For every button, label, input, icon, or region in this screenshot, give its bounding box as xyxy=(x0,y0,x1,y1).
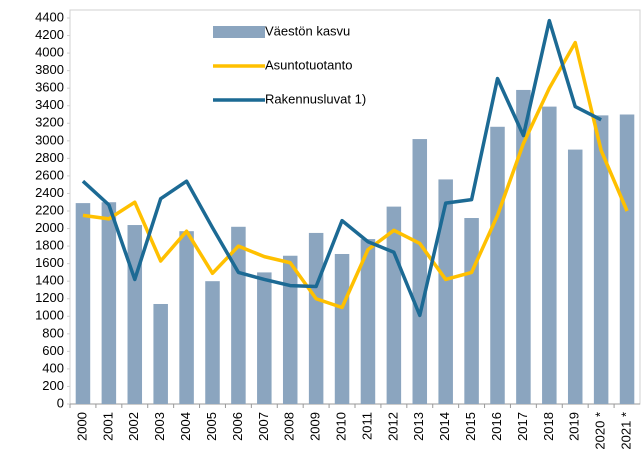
bar xyxy=(127,225,143,404)
bar xyxy=(205,281,220,404)
x-tick-label: 2015 xyxy=(463,412,478,441)
bar xyxy=(231,226,246,404)
y-tick-label: 200 xyxy=(42,378,64,393)
x-tick-label: 2011 xyxy=(359,412,374,440)
x-tick-label: 2019 xyxy=(567,412,582,441)
y-tick-label: 2000 xyxy=(35,220,64,235)
x-tick-label: 2002 xyxy=(126,412,141,441)
y-tick-label: 1800 xyxy=(35,238,64,253)
bar xyxy=(179,231,194,404)
bar xyxy=(153,303,168,404)
bar xyxy=(542,106,557,404)
y-tick-label: 400 xyxy=(42,360,64,375)
y-tick-label: 1200 xyxy=(35,290,64,305)
x-tick-label: 2010 xyxy=(333,412,348,441)
y-tick-label: 600 xyxy=(42,343,64,358)
bar xyxy=(282,255,298,404)
bar xyxy=(386,206,402,404)
x-tick-label: 2000 xyxy=(74,412,89,441)
x-tick-label: 2012 xyxy=(385,412,400,441)
x-tick-label: 2013 xyxy=(411,412,426,441)
bar xyxy=(360,239,376,404)
x-tick-label: 2003 xyxy=(152,412,167,441)
x-tick-label: 2009 xyxy=(308,412,323,441)
line xyxy=(82,40,629,310)
y-tick-label: 800 xyxy=(42,325,64,340)
bar xyxy=(334,253,350,404)
bar xyxy=(490,126,505,405)
bar xyxy=(516,89,531,404)
y-tick-label: 3400 xyxy=(35,97,64,112)
legend-label: Väestön kasvu xyxy=(265,23,350,38)
x-tick-label: 2017 xyxy=(515,412,530,441)
bar xyxy=(438,179,453,404)
legend-label: Rakennusluvat 1) xyxy=(265,91,366,106)
x-tick-label: 2005 xyxy=(204,412,219,441)
y-tick-label: 4200 xyxy=(35,27,64,42)
y-tick-label: 3800 xyxy=(35,62,64,77)
bar xyxy=(464,218,479,404)
y-tick-label: 2400 xyxy=(35,185,64,200)
x-tick-label: 2020 * xyxy=(593,412,608,450)
legend-label: Asuntotuotanto xyxy=(265,57,352,72)
x-tick-label: 2018 xyxy=(541,412,556,441)
bar xyxy=(101,202,117,404)
x-tick-label: 2016 xyxy=(489,412,504,441)
y-tick-label: 3200 xyxy=(35,115,64,130)
y-tick-label: 0 xyxy=(57,395,64,410)
x-tick-label: 2007 xyxy=(256,412,271,441)
bar xyxy=(308,232,324,404)
bar xyxy=(75,203,91,404)
y-tick-label: 1400 xyxy=(35,273,64,288)
y-tick-label: 2800 xyxy=(35,150,64,165)
y-tick-label: 3600 xyxy=(35,80,64,95)
y-tick-label: 1600 xyxy=(35,255,64,270)
x-tick-label: 2014 xyxy=(437,412,452,441)
line xyxy=(81,18,602,318)
legend-swatch xyxy=(213,26,265,38)
y-tick-label: 4400 xyxy=(35,9,64,24)
x-tick-label: 2004 xyxy=(178,412,193,441)
bar xyxy=(619,114,635,404)
x-tick-label: 2006 xyxy=(230,412,245,441)
y-tick-label: 1000 xyxy=(35,308,64,323)
y-tick-label: 4000 xyxy=(35,45,64,60)
bar xyxy=(257,272,272,404)
bar xyxy=(567,149,583,404)
x-tick-label: 2021 * xyxy=(618,412,633,450)
y-tick-label: 2600 xyxy=(35,167,64,182)
x-tick-label: 2008 xyxy=(282,412,297,441)
bar xyxy=(412,139,428,404)
x-tick-label: 2001 xyxy=(100,412,115,441)
y-tick-label: 3000 xyxy=(35,132,64,147)
bar xyxy=(593,115,609,405)
y-tick-label: 2200 xyxy=(35,202,64,217)
